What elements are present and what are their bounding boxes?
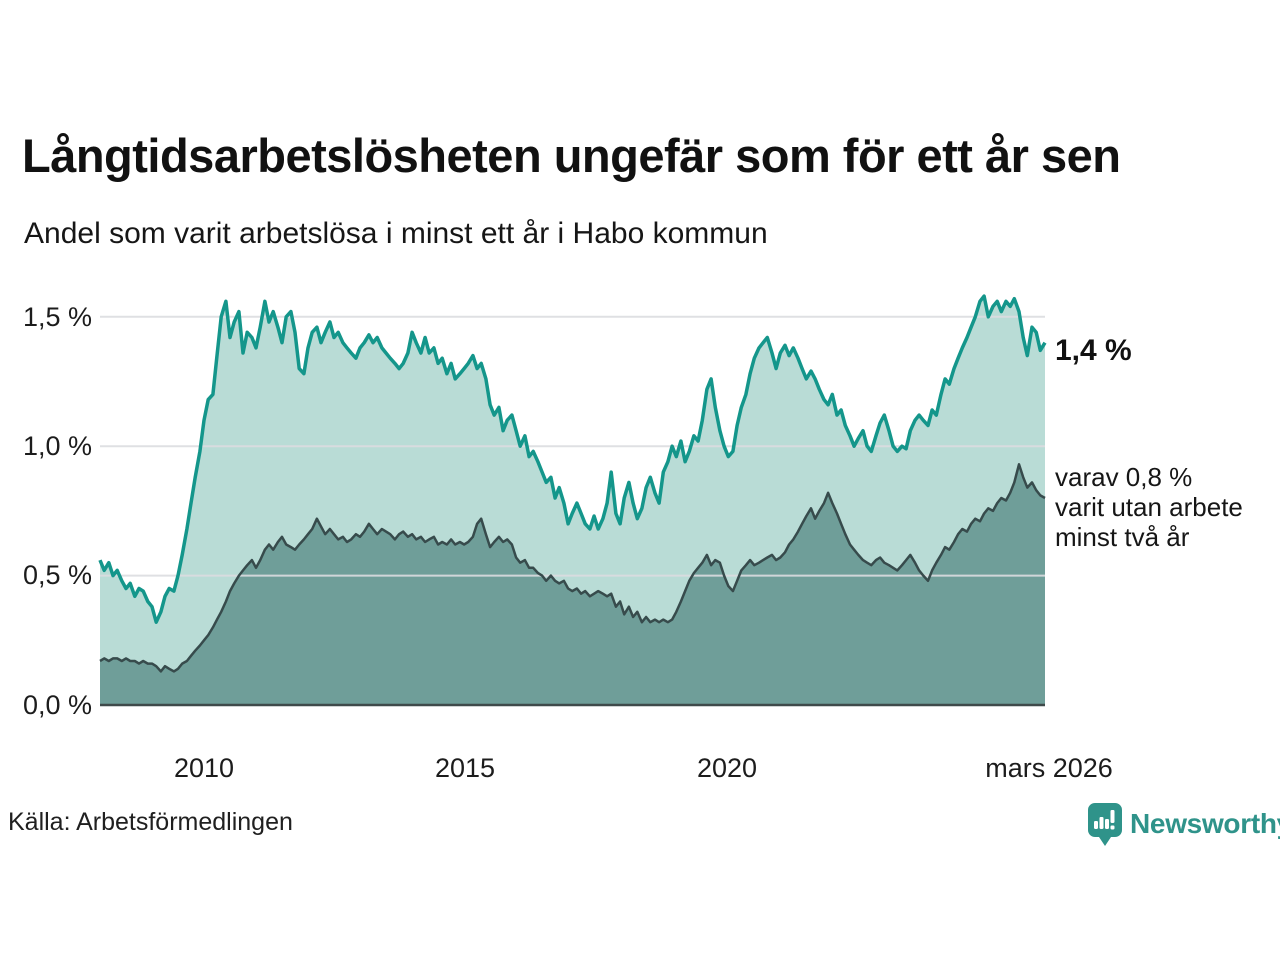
note-line-1: varav 0,8 % — [1055, 462, 1193, 492]
page-subtitle: Andel som varit arbetslösa i minst ett å… — [24, 217, 768, 250]
note-line-3: minst två år — [1055, 522, 1190, 552]
area-fill-min-two-years — [100, 464, 1045, 705]
x-tick-mars-2026: mars 2026 — [985, 753, 1113, 783]
newsworthy-brand: Newsworthy — [1086, 800, 1280, 848]
note-line-2: varit utan arbete — [1055, 492, 1243, 522]
x-tick-2020: 2020 — [696, 753, 758, 783]
y-tick-0-0: 0,0 % — [22, 690, 92, 720]
source-credit: Källa: Arbetsförmedlingen — [8, 808, 293, 836]
y-tick-1-5: 1,5 % — [22, 302, 92, 332]
x-tick-2015: 2015 — [434, 753, 496, 783]
x-tick-2010: 2010 — [173, 753, 235, 783]
newsworthy-logo-icon — [1088, 803, 1122, 846]
y-tick-0-5: 0,5 % — [22, 560, 92, 590]
y-tick-1-0: 1,0 % — [22, 431, 92, 461]
latest-value-label: 1,4 % — [1055, 334, 1132, 367]
two-year-note-label: varav 0,8 % varit utan arbete minst två … — [1055, 462, 1243, 552]
newsworthy-brand-label: Newsworthy — [1130, 808, 1280, 839]
line-min-two-years — [99, 463, 1046, 673]
line-min-one-year — [98, 294, 1047, 624]
page-title: Långtidsarbetslösheten ungefär som för e… — [22, 129, 1121, 182]
